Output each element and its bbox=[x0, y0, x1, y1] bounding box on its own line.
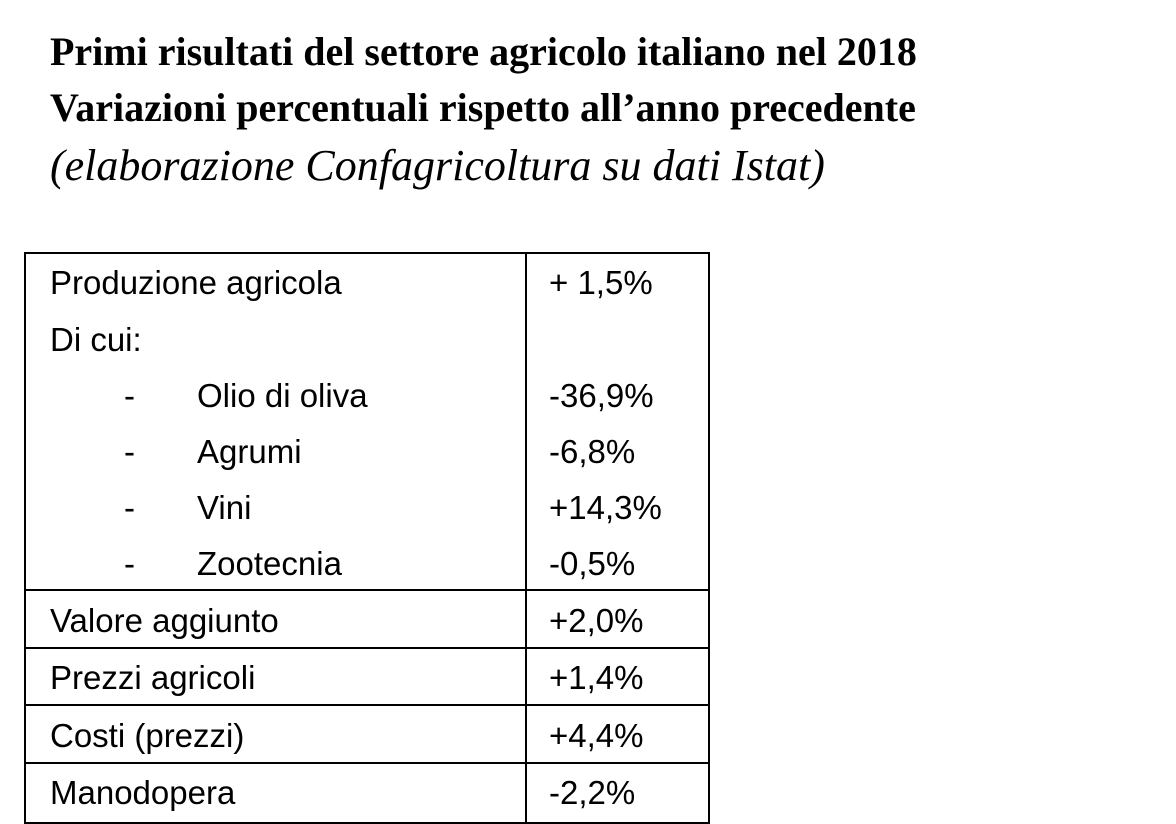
row-divider bbox=[24, 762, 710, 764]
item-value: -0,5% bbox=[549, 545, 636, 582]
table bbox=[24, 252, 710, 824]
list-marker: - bbox=[124, 377, 135, 414]
row-label: Prezzi agricoli bbox=[50, 659, 256, 696]
row-value: +2,0% bbox=[549, 602, 644, 639]
title-line: Variazioni percentuali rispetto all’anno… bbox=[50, 85, 916, 130]
list-marker: - bbox=[124, 545, 135, 582]
row-label: Costi (prezzi) bbox=[50, 717, 245, 754]
item-label: Zootecnia bbox=[197, 545, 342, 582]
list-marker: - bbox=[124, 433, 135, 470]
row-value: -2,2% bbox=[549, 774, 636, 811]
item-value: -6,8% bbox=[549, 433, 636, 470]
list-marker: - bbox=[124, 489, 135, 526]
row-value: +1,4% bbox=[549, 659, 644, 696]
item-label: Olio di oliva bbox=[197, 377, 368, 414]
subtitle: (elaborazione Confagricoltura su dati Is… bbox=[50, 141, 825, 190]
row-value: +4,4% bbox=[549, 717, 644, 754]
item-label: Vini bbox=[197, 489, 252, 526]
row-divider bbox=[24, 589, 710, 591]
row-value: + 1,5% bbox=[549, 264, 653, 301]
item-label: Agrumi bbox=[197, 433, 302, 470]
item-value: -36,9% bbox=[549, 377, 654, 414]
sub-heading: Di cui: bbox=[50, 321, 142, 358]
row-label: Manodopera bbox=[50, 774, 236, 811]
title-line: Primi risultati del settore agricolo ita… bbox=[50, 29, 917, 74]
row-divider bbox=[24, 647, 710, 649]
item-value: +14,3% bbox=[549, 489, 662, 526]
row-divider bbox=[24, 704, 710, 706]
row-label: Produzione agricola bbox=[50, 264, 342, 301]
row-label: Valore aggiunto bbox=[50, 602, 279, 639]
column-divider bbox=[525, 252, 527, 824]
